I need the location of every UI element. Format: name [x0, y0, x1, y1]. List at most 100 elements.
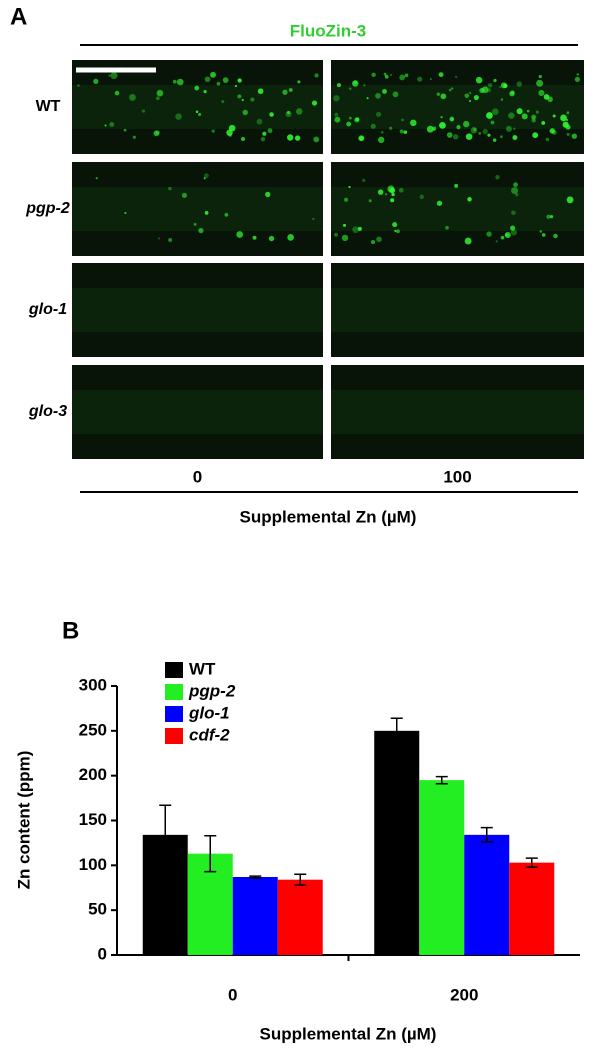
- fluorescent-spot: [510, 229, 517, 236]
- fluorescent-spot: [389, 187, 396, 194]
- fluorescent-spot: [346, 121, 352, 127]
- bar: [464, 834, 510, 955]
- fluorescent-spot: [478, 132, 482, 135]
- error-bar: [480, 826, 493, 843]
- fluorescent-spot: [417, 76, 423, 82]
- fluorescent-spot: [396, 229, 400, 234]
- fluorescent-spot: [344, 197, 349, 202]
- fluorescent-spot: [490, 120, 495, 125]
- error-bar: [204, 834, 217, 873]
- fluorescent-spot: [419, 194, 424, 200]
- fluorescent-spot: [509, 90, 515, 97]
- fluorescent-spot: [108, 74, 112, 77]
- fluorescent-spot: [348, 185, 351, 189]
- fluorescent-spot: [124, 211, 127, 215]
- fluorescent-spot: [508, 112, 515, 119]
- fluorescent-spot: [515, 193, 519, 197]
- y-tick-label: 50: [88, 900, 107, 919]
- fluorescent-spot: [198, 227, 204, 234]
- fluorescent-spot: [516, 108, 523, 115]
- tissue-glow: [331, 187, 584, 231]
- fluorescent-spot: [562, 121, 569, 128]
- fluorescent-spot: [392, 91, 399, 98]
- fluorescent-spot: [334, 112, 339, 117]
- fluorescent-spot: [552, 114, 556, 118]
- fluorescent-spot: [398, 187, 404, 193]
- fluorescent-spot: [440, 93, 447, 100]
- x-axis-label: Supplemental Zn (µM): [260, 1024, 437, 1043]
- fluorescent-spot: [463, 120, 470, 128]
- fluorescent-spot: [486, 231, 492, 237]
- fluorescent-spot: [553, 233, 558, 239]
- fluorescent-spot: [114, 90, 120, 96]
- fluorescent-spot: [532, 132, 539, 139]
- fluorescent-spot: [297, 80, 301, 84]
- legend-label: glo-1: [188, 703, 230, 722]
- fluorescent-spot: [513, 127, 516, 130]
- fluorescent-spot: [511, 210, 516, 216]
- row-label: pgp-2: [25, 200, 70, 217]
- fluorescent-spot: [375, 92, 381, 99]
- y-axis-label: Zn content (ppm): [14, 751, 33, 890]
- error-bar: [294, 873, 307, 886]
- fluorescent-spot: [475, 76, 483, 84]
- bar: [374, 730, 420, 955]
- fluorescent-spot: [571, 133, 578, 139]
- error-bar: [525, 857, 538, 868]
- fluorescent-spot: [312, 217, 315, 220]
- fluorescent-spot: [390, 198, 395, 203]
- fluorescent-spot: [505, 125, 512, 132]
- fluorescent-spot: [129, 93, 136, 101]
- fluorescent-spot: [366, 97, 369, 100]
- fluorescent-spot: [314, 73, 319, 78]
- fluorescent-spot: [363, 84, 366, 87]
- fluorescent-spot: [123, 128, 127, 132]
- tissue-glow: [331, 288, 584, 332]
- fluorescent-spot: [181, 192, 187, 198]
- fluorescent-spot: [295, 108, 303, 115]
- fluorescent-spot: [467, 197, 472, 202]
- fluorescent-spot: [348, 116, 352, 120]
- fluorescent-spot: [473, 127, 477, 131]
- fluorescent-spot: [500, 235, 505, 240]
- fluorescent-spot: [157, 237, 161, 240]
- fluorescent-spot: [531, 118, 536, 123]
- tissue-glow: [72, 187, 323, 231]
- fluorescent-spot: [313, 136, 320, 143]
- y-tick-label: 100: [79, 855, 107, 874]
- y-tick-label: 200: [79, 765, 107, 784]
- column-label: 0: [193, 467, 202, 486]
- fluorescent-spot: [492, 138, 497, 142]
- fluorescent-spot: [541, 121, 546, 125]
- fluorescent-spot: [404, 73, 409, 78]
- fluorescent-spot: [482, 128, 488, 135]
- fluorescent-spot: [168, 238, 173, 242]
- fluorescent-spot: [241, 98, 244, 102]
- fluorescent-spot: [242, 109, 248, 116]
- y-tick-label: 0: [98, 944, 107, 963]
- fluorescent-spot: [547, 96, 553, 102]
- fluorescent-spot: [153, 130, 160, 137]
- fluorescent-spot: [370, 240, 376, 245]
- error-bar: [390, 717, 403, 745]
- fluorescent-spot: [391, 192, 395, 197]
- fluorescent-spot: [436, 92, 441, 96]
- fluorescent-spot: [355, 117, 360, 122]
- fluorescent-spot: [383, 72, 387, 76]
- fluorescent-spot: [269, 112, 274, 117]
- fluorescent-spot: [222, 77, 229, 83]
- fluorescent-spot: [429, 78, 432, 81]
- fluorescent-spot: [77, 84, 80, 87]
- fluorescent-spot: [156, 89, 164, 97]
- legend-label: WT: [189, 659, 216, 678]
- fluorescent-spot: [451, 87, 454, 90]
- fluorescent-spot: [267, 128, 273, 134]
- fluorescent-spot: [195, 110, 199, 114]
- fluorescent-spot: [384, 193, 388, 196]
- fluorescent-spot: [341, 234, 349, 242]
- fluorescent-spot: [511, 187, 519, 195]
- fluorescent-spot: [311, 100, 318, 106]
- tissue-glow: [72, 85, 323, 129]
- fluorescent-spot: [352, 226, 359, 234]
- bar: [232, 876, 278, 955]
